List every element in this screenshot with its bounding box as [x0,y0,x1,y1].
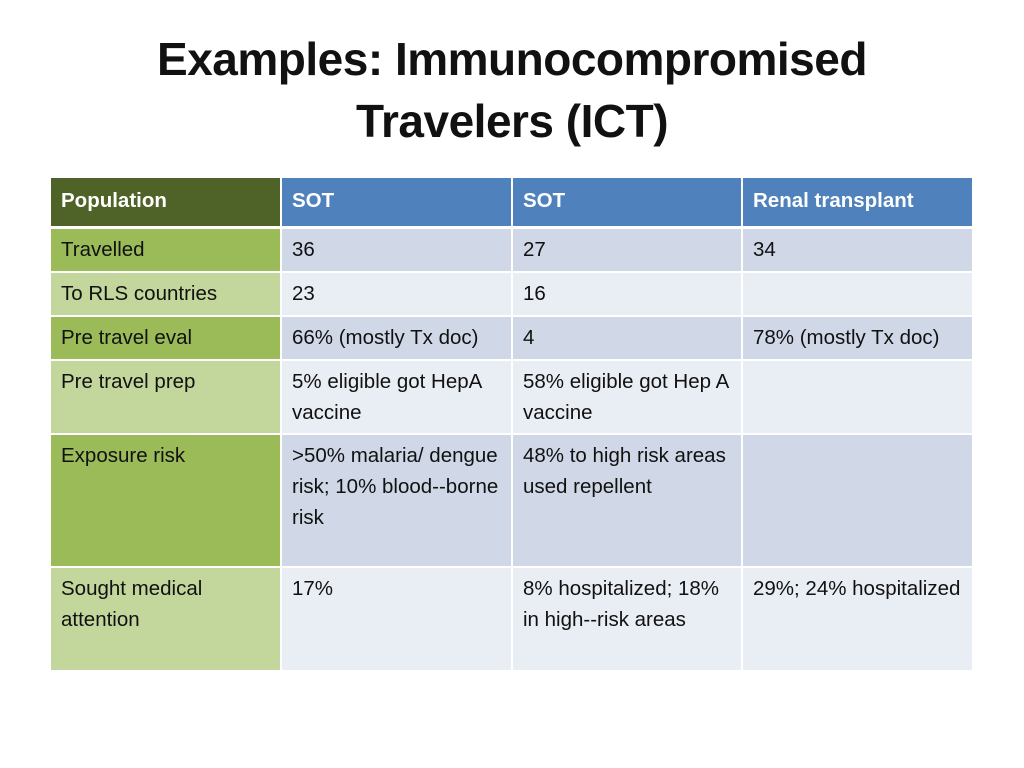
table-cell: 34 [742,227,972,273]
slide-title-line-1: Examples: Immunocompromised [157,33,867,85]
table-cell: 5% eligible got HepA vaccine [281,360,513,435]
row-label-to-rls-countries: To RLS countries [51,272,282,317]
table-cell [742,360,972,435]
table-cell [742,272,972,317]
row-label-pre-travel-prep: Pre travel prep [51,360,282,435]
data-table: Population SOT SOT Renal transplant Trav… [51,178,972,672]
row-label-exposure-risk: Exposure risk [51,434,282,568]
row-label-pre-travel-eval: Pre travel eval [51,316,282,361]
table-cell: 17% [281,567,513,672]
table-row: Exposure risk >50% malaria/ dengue risk;… [51,434,972,568]
table-row: To RLS countries 23 16 [51,272,972,317]
row-label-travelled: Travelled [51,227,282,273]
table-cell: 27 [512,227,743,273]
table-row: Pre travel eval 66% (mostly Tx doc) 4 78… [51,316,972,361]
header-sot-2: SOT [512,178,743,229]
table-cell: 48% to high risk areas used repellent [512,434,743,568]
table-cell: 16 [512,272,743,317]
table-cell: 29%; 24% hospitalized [742,567,972,672]
row-label-sought-medical-attention: Sought medical attention [51,567,282,672]
slide-title-line-2: Travelers (ICT) [355,95,669,147]
table-cell: 36 [281,227,513,273]
table-row: Pre travel prep 5% eligible got HepA vac… [51,360,972,435]
table-cell [742,434,972,568]
header-population: Population [51,178,282,229]
table-header-row: Population SOT SOT Renal transplant [51,178,972,229]
table-cell: 66% (mostly Tx doc) [281,316,513,361]
table-cell: >50% malaria/ dengue risk; 10% blood--bo… [281,434,513,568]
slide-title: Examples: Immunocompromised Travelers (I… [40,28,984,152]
table-cell: 78% (mostly Tx doc) [742,316,972,361]
table-cell: 23 [281,272,513,317]
table-cell: 4 [512,316,743,361]
table-row: Travelled 36 27 34 [51,227,972,273]
table-row: Sought medical attention 17% 8% hospital… [51,567,972,672]
table-cell: 8% hospitalized; 18% in high--risk areas [512,567,743,672]
header-renal-transplant: Renal transplant [742,178,972,229]
header-sot-1: SOT [281,178,513,229]
table-cell: 58% eligible got Hep A vaccine [512,360,743,435]
